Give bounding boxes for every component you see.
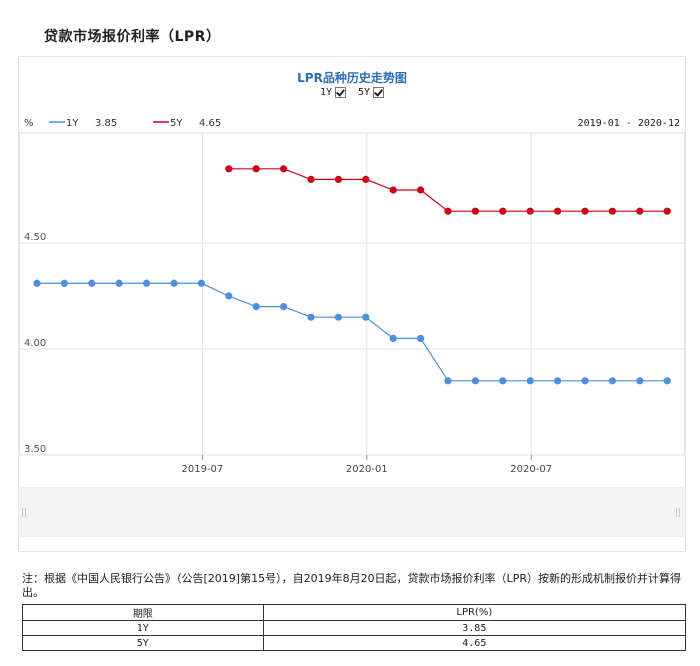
legend-label: 5Y (170, 118, 183, 129)
series-line-5y (228, 168, 668, 212)
chart-title: LPR品种历史走势图 (297, 71, 407, 85)
chart-panel: 3.50 4.00 4.50 2019-07 2020-01 2020-07% 1Y 3.85… (18, 56, 686, 552)
data-point-5y (636, 207, 644, 215)
data-point-5y (471, 207, 479, 215)
data-point-1y (608, 377, 617, 385)
data-point-5y (225, 165, 233, 173)
data-point-1y (581, 377, 589, 385)
table-cell-rate: 3.85 (262, 620, 687, 636)
data-point-5y (499, 207, 507, 215)
toggle-5y-checkbox[interactable] (373, 87, 385, 98)
data-point-5y (307, 175, 315, 183)
data-point-5y (362, 175, 370, 183)
data-point-5y (280, 165, 288, 173)
data-point-1y (225, 292, 233, 300)
slider-left-handle[interactable]: || (21, 508, 28, 518)
table-header-lpr: LPR(%) (262, 604, 687, 621)
data-point-1y (170, 279, 178, 287)
plot-frame (19, 132, 685, 456)
range-slider[interactable]: || || (19, 487, 685, 537)
data-point-5y (554, 207, 562, 215)
data-point-1y (526, 377, 534, 385)
data-point-1y (471, 377, 479, 385)
series-line-1y (37, 282, 668, 382)
data-point-1y (307, 313, 315, 321)
lpr-table: 期限 LPR(%) 1Y 3.85 5Y 4.65 (22, 604, 687, 651)
x-tick-label: 2019-07 (182, 464, 224, 475)
data-point-5y (526, 207, 534, 215)
y-tick-label: 4.50 (24, 232, 46, 243)
y-unit-label: % (24, 118, 34, 129)
toggle-5y[interactable]: 5Y (358, 87, 385, 98)
legend-label: 1Y (66, 118, 79, 129)
data-point-5y (389, 186, 397, 194)
data-point-1y (663, 377, 671, 385)
data-point-1y (444, 377, 452, 385)
y-tick-label: 4.00 (24, 338, 46, 349)
data-point-1y (88, 279, 96, 287)
data-point-1y (334, 313, 342, 321)
toggle-5y-label: 5Y (358, 87, 371, 98)
data-point-1y (280, 303, 288, 311)
table-row: 5Y 4.65 (22, 635, 687, 651)
x-tick-label: 2020-01 (346, 464, 388, 475)
data-point-1y (389, 334, 397, 342)
data-point-1y (252, 303, 260, 311)
x-tick-label: 2020-07 (510, 464, 552, 475)
data-point-1y (33, 279, 41, 287)
series-toggles: 1Y 5Y (19, 87, 685, 98)
data-point-1y (499, 377, 507, 385)
lpr-line-chart: 3.50 4.00 4.50 2019-07 2020-01 2020-07% 1Y 3.85… (19, 118, 685, 475)
y-tick-label: 3.50 (24, 444, 46, 455)
data-point-1y (636, 377, 644, 385)
data-point-5y (444, 207, 452, 215)
toggle-1y-label: 1Y (319, 87, 332, 98)
slider-right-handle[interactable]: || (675, 508, 682, 518)
table-cell-term: 1Y (22, 620, 264, 636)
legend-value: 4.65 (199, 118, 221, 129)
data-point-1y (197, 279, 205, 287)
toggle-1y-checkbox[interactable] (334, 87, 346, 98)
table-header-row: 期限 LPR(%) (22, 604, 687, 621)
data-point-5y (252, 165, 260, 173)
data-point-5y (334, 175, 342, 183)
footnote: 注：根据《中国人民银行公告》（公告[2019]第15号），自2019年8月20日… (22, 572, 681, 599)
page-title: 贷款市场报价利率（LPR） (44, 29, 221, 45)
table-row: 1Y 3.85 (22, 620, 687, 636)
table-cell-rate: 4.65 (262, 635, 687, 651)
data-point-5y (663, 207, 671, 215)
data-point-1y (417, 334, 425, 342)
table-cell-term: 5Y (22, 635, 264, 651)
toggle-1y[interactable]: 1Y (320, 87, 346, 98)
data-point-1y (143, 279, 151, 287)
data-point-1y (554, 377, 562, 385)
table-header-term: 期限 (22, 604, 264, 621)
data-point-1y (362, 313, 370, 321)
legend-value: 3.85 (95, 118, 117, 129)
data-point-5y (581, 207, 589, 215)
data-point-1y (60, 279, 68, 287)
data-point-1y (115, 279, 123, 287)
data-point-5y (608, 207, 617, 215)
date-range: 2019-01 - 2020-12 (578, 118, 680, 129)
data-point-5y (417, 186, 425, 194)
